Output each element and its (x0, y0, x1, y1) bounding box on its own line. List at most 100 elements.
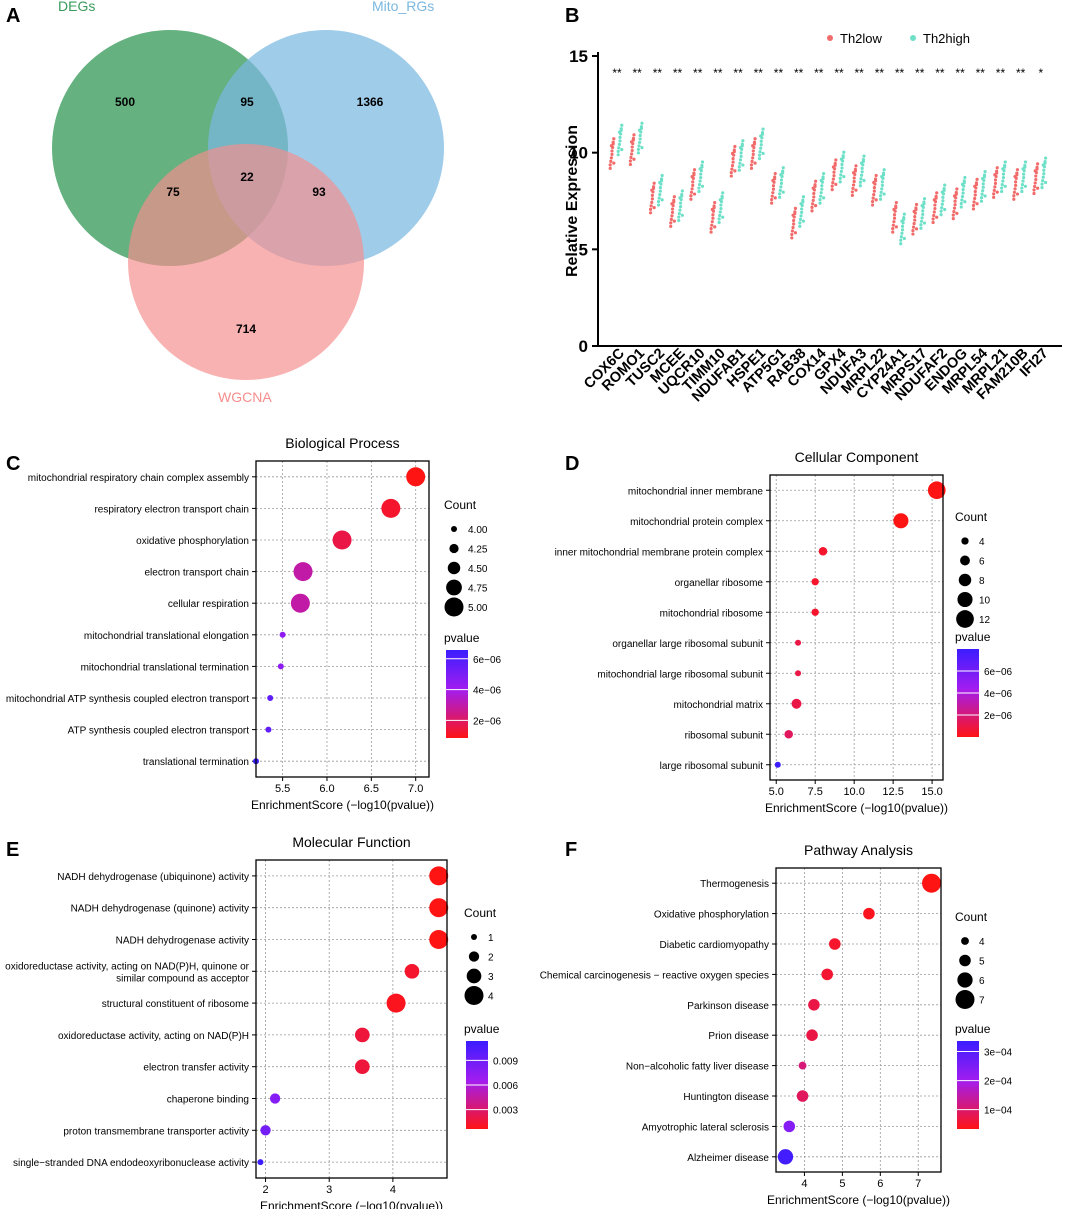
data-point (941, 195, 945, 199)
data-point (859, 161, 864, 165)
data-point (1042, 172, 1046, 176)
enrichment-dot (863, 907, 875, 920)
count-legend-dot (961, 937, 969, 945)
count-legend-dot (960, 555, 970, 566)
enrichment-dot (922, 873, 942, 893)
data-point (841, 154, 845, 158)
data-point (818, 201, 822, 205)
enrichment-dot (791, 698, 802, 709)
data-point (680, 189, 684, 193)
data-point (939, 209, 943, 213)
data-point (637, 140, 642, 145)
enrichment-dot (806, 1029, 818, 1041)
data-point (899, 242, 903, 246)
data-point (737, 165, 741, 169)
data-point (1034, 177, 1038, 182)
legend-marker (910, 35, 916, 41)
data-point (861, 158, 865, 162)
venn-count-all-three: 22 (240, 170, 254, 184)
data-point (872, 180, 876, 185)
enrichment-dot (293, 562, 313, 582)
count-legend-label: 4.75 (468, 584, 488, 595)
pvalue-tick-label: 2e−06 (473, 716, 502, 727)
x-tick-label: 5.0 (769, 786, 784, 798)
data-point (1023, 160, 1028, 164)
panel-letter-b: B (565, 5, 579, 27)
data-point (793, 206, 798, 210)
data-point (1036, 162, 1040, 166)
enrichment-dot (798, 1061, 807, 1070)
data-point (933, 203, 937, 207)
data-point (629, 152, 634, 156)
enrichment-dot (354, 1059, 370, 1075)
venn-count-degs-wgcna: 75 (166, 185, 180, 199)
data-point (1041, 179, 1045, 183)
count-legend-dot (955, 990, 975, 1009)
data-point (830, 184, 834, 188)
data-point (729, 170, 733, 175)
count-legend-label: 2 (488, 953, 494, 964)
data-point (608, 163, 612, 167)
data-point (1032, 188, 1036, 192)
enrichment-dot (260, 1125, 271, 1136)
data-point (921, 212, 925, 216)
data-point (692, 192, 697, 196)
x-tick-label: 7 (915, 1178, 921, 1190)
data-point (818, 198, 822, 202)
count-legend-dot (959, 954, 971, 967)
count-legend-label: 5 (979, 957, 985, 968)
data-point (879, 190, 883, 194)
data-point (819, 194, 823, 198)
data-point (798, 221, 802, 225)
data-point (975, 202, 979, 206)
count-legend-label: 8 (979, 576, 985, 587)
count-legend-label: 6 (979, 557, 985, 568)
data-point (854, 188, 858, 192)
count-legend-dot (957, 591, 973, 608)
data-point (636, 147, 640, 151)
data-point (637, 144, 641, 148)
term-label: mitochondrial respiratory chain complex … (28, 473, 249, 484)
data-point (1000, 189, 1004, 194)
data-point (610, 149, 614, 153)
data-point (1035, 165, 1039, 169)
data-point (914, 202, 919, 207)
term-label: inner mitochondrial membrane protein com… (555, 547, 763, 558)
term-label: ATP synthesis coupled electron transport (68, 726, 250, 737)
data-point (902, 236, 906, 241)
data-point (973, 196, 977, 201)
data-point (779, 173, 783, 177)
data-point (750, 159, 754, 163)
data-point (902, 216, 906, 220)
significance-label: ** (693, 66, 703, 80)
y-tick-label: 0 (579, 337, 588, 356)
data-point (718, 198, 722, 202)
data-point (749, 166, 754, 170)
data-point (819, 178, 823, 183)
data-point (1012, 194, 1016, 198)
data-point (972, 200, 976, 204)
data-point (751, 144, 755, 148)
significance-label: ** (774, 66, 784, 80)
data-point (981, 189, 985, 193)
data-point (1033, 181, 1037, 185)
count-legend-label: 4 (979, 937, 985, 948)
enrichment-dot (267, 695, 274, 701)
data-point (792, 218, 796, 223)
data-point (759, 143, 763, 147)
data-point (718, 213, 722, 218)
x-tick-label: 15.0 (921, 786, 942, 798)
data-point (781, 166, 785, 170)
venn-circle-wgcna (128, 144, 364, 380)
enrichment-dot (811, 608, 819, 616)
data-point (960, 182, 965, 186)
data-point (1001, 167, 1005, 171)
data-point (931, 220, 935, 225)
venn-count-degs-mito: 95 (240, 95, 254, 109)
enrichment-dot (290, 593, 310, 613)
term-label: Thermogenesis (700, 879, 769, 890)
data-point (628, 159, 632, 163)
enrichment-dot (406, 467, 426, 487)
significance-label: ** (1016, 66, 1026, 80)
